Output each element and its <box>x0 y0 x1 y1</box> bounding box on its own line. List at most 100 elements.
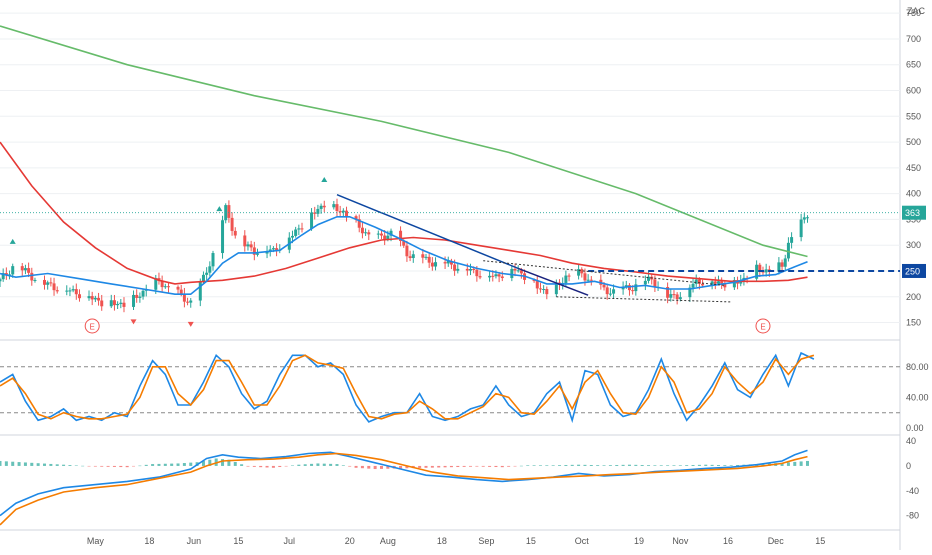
candle-body[interactable] <box>364 232 368 234</box>
moving-average-line[interactable] <box>0 216 808 295</box>
candle-body[interactable] <box>758 264 762 272</box>
candle-body[interactable] <box>33 279 37 281</box>
candle-body[interactable] <box>249 244 253 248</box>
candle-body[interactable] <box>678 297 682 300</box>
candle-body[interactable] <box>27 268 31 273</box>
macd-panel[interactable] <box>0 449 809 526</box>
candle-body[interactable] <box>189 300 193 303</box>
candle-body[interactable] <box>360 227 364 234</box>
candle-body[interactable] <box>500 276 504 279</box>
candle-body[interactable] <box>112 300 116 306</box>
time-axis[interactable]: May 18 Jun 15 Jul 20 Aug 18 Sep 15 Oct 19 Nov 16 Dec 15 <box>87 536 825 546</box>
candle-body[interactable] <box>469 268 473 271</box>
candle-body[interactable] <box>786 242 790 259</box>
candle-body[interactable] <box>221 220 225 254</box>
candle-body[interactable] <box>233 230 237 236</box>
candle-body[interactable] <box>716 281 720 284</box>
candle-body[interactable] <box>802 217 806 220</box>
candle-body[interactable] <box>379 233 383 236</box>
candle-body[interactable] <box>138 296 142 298</box>
candle-body[interactable] <box>294 229 298 236</box>
candle-body[interactable] <box>475 269 479 277</box>
candle-body[interactable] <box>354 216 358 220</box>
candle-body[interactable] <box>49 282 53 284</box>
candle-body[interactable] <box>538 288 542 290</box>
candle-body[interactable] <box>564 275 568 283</box>
candle-body[interactable] <box>755 264 759 279</box>
candle-body[interactable] <box>341 210 345 213</box>
candle-body[interactable] <box>497 274 501 277</box>
candle-body[interactable] <box>446 260 450 264</box>
candle-body[interactable] <box>71 289 75 291</box>
candle-body[interactable] <box>109 300 113 307</box>
candle-body[interactable] <box>97 297 101 301</box>
candle-body[interactable] <box>163 286 167 288</box>
candle-body[interactable] <box>74 289 78 295</box>
candle-body[interactable] <box>535 281 539 289</box>
candle-body[interactable] <box>310 212 314 229</box>
candle-body[interactable] <box>157 278 161 281</box>
candle-body[interactable] <box>701 283 705 286</box>
candle-body[interactable] <box>68 290 72 292</box>
candle-body[interactable] <box>399 230 403 242</box>
candle-body[interactable] <box>227 205 231 218</box>
candle-body[interactable] <box>675 294 679 300</box>
candle-body[interactable] <box>116 303 120 306</box>
candle-body[interactable] <box>580 269 584 274</box>
candle-body[interactable] <box>90 296 94 300</box>
earnings-marker-icon[interactable] <box>84 318 100 334</box>
candle-body[interactable] <box>166 286 170 288</box>
trendline[interactable] <box>517 267 589 296</box>
candle-body[interactable] <box>697 279 701 284</box>
candle-body[interactable] <box>4 273 8 275</box>
candle-body[interactable] <box>402 241 406 246</box>
candle-body[interactable] <box>211 253 215 267</box>
candle-body[interactable] <box>271 248 275 250</box>
candle-body[interactable] <box>46 282 50 285</box>
candle-body[interactable] <box>160 280 164 288</box>
candle-body[interactable] <box>135 294 139 298</box>
candle-body[interactable] <box>408 256 412 259</box>
candle-body[interactable] <box>694 279 698 284</box>
candle-body[interactable] <box>316 208 320 214</box>
candle-body[interactable] <box>411 254 415 259</box>
candle-body[interactable] <box>669 294 673 298</box>
candle-body[interactable] <box>777 262 781 272</box>
candle-body[interactable] <box>23 268 27 271</box>
candle-body[interactable] <box>55 290 59 292</box>
candle-body[interactable] <box>510 268 514 279</box>
candle-body[interactable] <box>720 281 724 284</box>
candle-body[interactable] <box>421 254 425 258</box>
candle-body[interactable] <box>65 290 69 292</box>
candle-body[interactable] <box>780 262 784 267</box>
candle-body[interactable] <box>465 268 469 271</box>
candle-body[interactable] <box>494 274 498 277</box>
candle-body[interactable] <box>478 276 482 278</box>
candle-body[interactable] <box>764 269 768 273</box>
candle-body[interactable] <box>602 284 606 288</box>
candle-body[interactable] <box>335 204 339 212</box>
candle-body[interactable] <box>805 217 809 219</box>
candle-body[interactable] <box>666 286 670 298</box>
candle-body[interactable] <box>710 281 714 286</box>
candle-body[interactable] <box>647 276 651 281</box>
candle-body[interactable] <box>643 280 647 285</box>
candle-body[interactable] <box>141 290 145 297</box>
candle-body[interactable] <box>205 272 209 275</box>
candle-body[interactable] <box>87 296 91 299</box>
candle-body[interactable] <box>179 289 183 294</box>
candle-body[interactable] <box>230 217 234 231</box>
candle-body[interactable] <box>427 256 431 263</box>
candle-body[interactable] <box>154 278 158 290</box>
candle-body[interactable] <box>627 285 631 291</box>
candle-body[interactable] <box>761 271 765 273</box>
candle-body[interactable] <box>30 272 34 281</box>
candle-body[interactable] <box>322 205 326 208</box>
candle-body[interactable] <box>290 235 294 238</box>
candle-body[interactable] <box>472 268 476 270</box>
candle-body[interactable] <box>631 290 635 292</box>
candle-body[interactable] <box>275 248 279 251</box>
candle-body[interactable] <box>713 281 717 284</box>
candle-body[interactable] <box>567 275 571 277</box>
